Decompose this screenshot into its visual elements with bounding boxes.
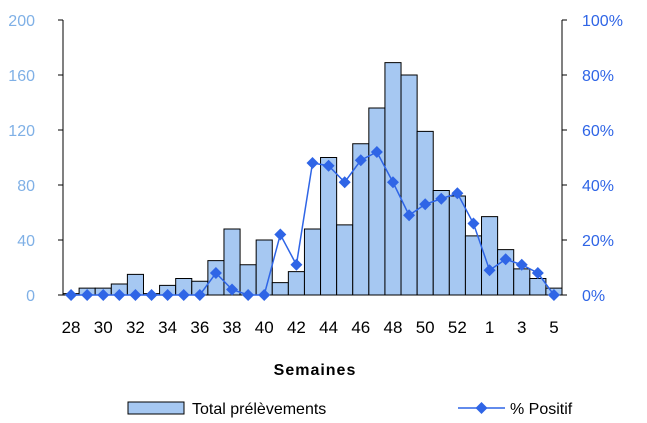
y-left-tick-label: 200 [8,13,35,30]
x-tick-label: 40 [255,318,274,337]
line-point [193,289,206,301]
y-left-tick-label: 160 [8,68,35,85]
bar [255,239,273,296]
line-point [483,264,496,277]
line-point [81,289,94,301]
y-left-tick-label: 40 [17,233,35,250]
bar [513,268,531,296]
line-point [65,289,78,301]
line-point [370,146,383,158]
y-right-tick-label: 20% [582,233,614,250]
x-tick-label: 32 [126,318,145,337]
line-point [290,258,303,271]
legend-bar-label: Total prélèvements [192,401,326,418]
x-tick-label: 1 [485,318,494,337]
line-point [129,289,142,301]
x-tick-label: 52 [448,318,467,337]
x-tick-label: 36 [190,318,209,337]
line-point [338,176,351,189]
line-point [145,289,158,301]
line-layer [65,146,560,301]
bar [400,74,418,296]
bar [287,271,305,296]
x-axis-title: Semaines [274,362,357,379]
line-point [177,289,190,301]
line-point [451,187,464,200]
line-point [306,157,319,169]
line-point [386,176,399,189]
bar [368,107,386,296]
y-right-tick-label: 80% [582,68,614,85]
y-right-tick-label: 100% [582,13,623,30]
line-point [547,289,560,301]
bar [352,143,370,296]
line-point [419,198,432,211]
line-point [467,217,480,230]
x-tick-label: 5 [549,318,558,337]
x-tick-label: 44 [319,318,338,337]
y-left-tick-label: 80 [17,178,35,195]
bar [320,157,338,296]
legend: Total prélèvements % Positif [127,401,573,418]
x-tick-label: 42 [287,318,306,337]
x-tick-label: 38 [223,318,242,337]
line-point [274,228,287,241]
line-point [209,267,222,279]
y-left-tick-label: 0 [26,288,35,305]
line-point [531,267,544,279]
bars-layer [62,62,563,296]
line-point [226,283,239,296]
legend-line-marker [475,402,488,414]
y-right-tick-label: 60% [582,123,614,140]
legend-bar-swatch [127,401,185,415]
x-tick-label: 48 [384,318,403,337]
y-right-tick-label: 0% [582,288,605,305]
line-point [354,154,367,167]
legend-line-label: % Positif [510,401,573,418]
x-tick-label: 46 [351,318,370,337]
line-point [435,192,448,205]
bar [432,190,450,296]
line-point [97,289,110,301]
x-tick-label: 28 [62,318,81,337]
bar [336,224,354,296]
bar [303,228,322,296]
y-left-tick-label: 120 [8,123,35,140]
bar [448,195,466,296]
y-right-tick-label: 40% [582,178,614,195]
line-point [258,289,271,301]
x-tick-label: 50 [416,318,435,337]
line-point [515,258,528,271]
line-point [242,289,255,301]
line-point [322,159,335,172]
line-point [113,289,126,301]
x-tick-label: 34 [158,318,177,337]
line-point [161,289,174,301]
x-tick-label: 30 [94,318,113,337]
bar [271,282,289,296]
line-point [499,253,512,266]
x-tick-label: 3 [517,318,526,337]
bar [464,235,483,296]
bar [416,130,434,296]
line-point [403,209,416,222]
